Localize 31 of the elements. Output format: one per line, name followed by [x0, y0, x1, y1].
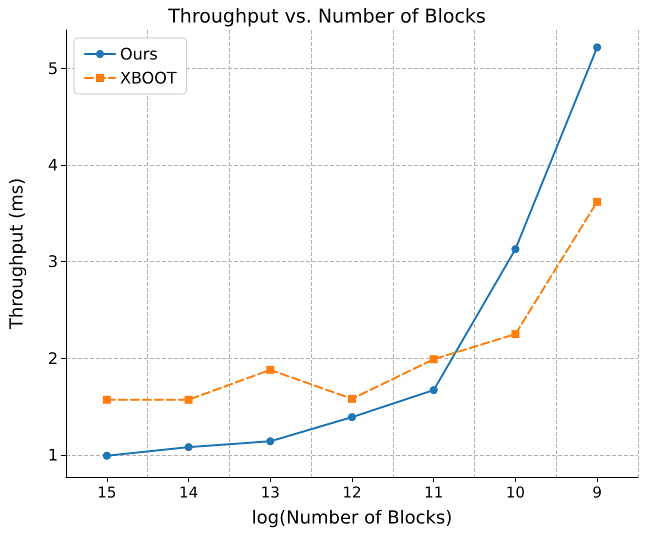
point	[102, 452, 111, 460]
point	[348, 394, 356, 403]
x-tick-label: 9	[592, 484, 602, 502]
legend-label: XBOOT	[120, 68, 177, 88]
y-tick-label: 2	[48, 348, 58, 368]
point	[102, 396, 111, 404]
point	[430, 355, 438, 364]
x-tick-label: 12	[342, 484, 362, 502]
point	[593, 198, 602, 206]
x-tick-label: 10	[506, 484, 525, 502]
point	[184, 443, 193, 452]
y-tick-label: 3	[48, 252, 58, 272]
y-tick-label: 4	[48, 156, 58, 175]
y-axis-title: Throughput (ms)	[6, 178, 28, 330]
point	[348, 413, 356, 422]
x-tick-label: 15	[97, 484, 116, 502]
y-tick-label: 5	[48, 59, 58, 78]
point	[266, 437, 274, 446]
x-tick-label: 13	[260, 484, 280, 502]
point	[511, 330, 520, 338]
point	[266, 366, 274, 374]
legend-label: Ours	[120, 44, 158, 64]
point	[184, 396, 193, 404]
point	[511, 245, 520, 254]
chart-title: Throughput vs. Number of Blocks	[167, 6, 486, 28]
x-tick-label: 14	[179, 484, 198, 502]
y-tick-label: 1	[48, 445, 58, 464]
point	[430, 386, 438, 394]
x-axis-title: log(Number of Blocks)	[252, 508, 452, 528]
x-tick-label: 11	[424, 484, 444, 502]
point	[593, 43, 602, 52]
